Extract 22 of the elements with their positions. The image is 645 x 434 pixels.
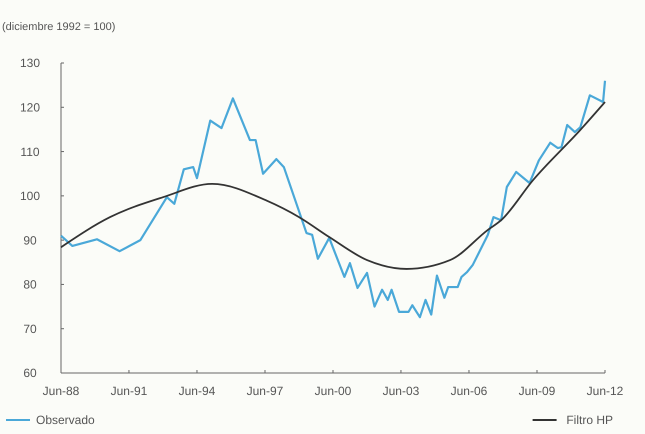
- y-tick-label: 70: [23, 322, 37, 336]
- y-tick-label: 130: [20, 56, 40, 70]
- y-tick-label: 100: [20, 189, 40, 204]
- x-tick-label: Jun-00: [314, 384, 352, 398]
- x-tick-label: Jun-03: [382, 384, 420, 398]
- x-tick-label: Jun-12: [586, 384, 624, 398]
- y-tick-label: 80: [23, 278, 37, 292]
- y-tick-label: 120: [20, 100, 40, 114]
- x-tick-label: Jun-94: [178, 384, 216, 398]
- y-tick-label: 60: [23, 366, 37, 380]
- x-tick-label: Jun-91: [110, 384, 148, 398]
- x-tick-label: Jun-09: [518, 384, 556, 398]
- legend-label: Filtro HP: [566, 413, 613, 428]
- line-series: [60, 101, 606, 270]
- y-tick-label: 90: [23, 233, 37, 248]
- y-axis-title: (diciembre 1992 = 100): [2, 21, 116, 33]
- x-tick-label: Jun-06: [450, 384, 488, 398]
- x-tick-label: Jun-97: [246, 384, 284, 398]
- y-tick-label: 110: [20, 144, 40, 159]
- legend-label: Observado: [36, 413, 96, 428]
- x-tick-label: Jun-88: [42, 384, 80, 398]
- line-series: [60, 80, 606, 318]
